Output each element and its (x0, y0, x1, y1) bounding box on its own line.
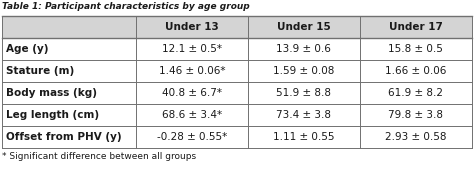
Text: 1.66 ± 0.06: 1.66 ± 0.06 (385, 66, 447, 76)
Text: 1.59 ± 0.08: 1.59 ± 0.08 (273, 66, 335, 76)
Text: Stature (m): Stature (m) (6, 66, 74, 76)
Text: 13.9 ± 0.6: 13.9 ± 0.6 (276, 44, 331, 54)
Text: 68.6 ± 3.4*: 68.6 ± 3.4* (162, 110, 222, 120)
Text: -0.28 ± 0.55*: -0.28 ± 0.55* (157, 132, 227, 142)
Text: 2.93 ± 0.58: 2.93 ± 0.58 (385, 132, 447, 142)
Text: 40.8 ± 6.7*: 40.8 ± 6.7* (162, 88, 222, 98)
Text: Offset from PHV (y): Offset from PHV (y) (6, 132, 122, 142)
Bar (2, 126, 472, 148)
Text: 12.1 ± 0.5*: 12.1 ± 0.5* (162, 44, 222, 54)
Bar (2, 38, 472, 60)
Bar (2, 60, 472, 82)
Text: 51.9 ± 8.8: 51.9 ± 8.8 (276, 88, 331, 98)
Text: 1.11 ± 0.55: 1.11 ± 0.55 (273, 132, 335, 142)
Text: Under 15: Under 15 (277, 22, 331, 32)
Bar (2, 82, 472, 104)
Text: Table 1: Participant characteristics by age group: Table 1: Participant characteristics by … (2, 2, 250, 11)
Text: Leg length (cm): Leg length (cm) (6, 110, 99, 120)
Text: 15.8 ± 0.5: 15.8 ± 0.5 (388, 44, 443, 54)
Text: * Significant difference between all groups: * Significant difference between all gro… (2, 152, 196, 161)
Text: Under 13: Under 13 (165, 22, 219, 32)
Bar (2, 16, 472, 38)
Text: 1.46 ± 0.06*: 1.46 ± 0.06* (159, 66, 225, 76)
Text: Age (y): Age (y) (6, 44, 48, 54)
Text: 79.8 ± 3.8: 79.8 ± 3.8 (388, 110, 443, 120)
Text: 73.4 ± 3.8: 73.4 ± 3.8 (276, 110, 331, 120)
Text: Under 17: Under 17 (389, 22, 443, 32)
Text: Body mass (kg): Body mass (kg) (6, 88, 97, 98)
Text: 61.9 ± 8.2: 61.9 ± 8.2 (388, 88, 443, 98)
Bar (2, 104, 472, 126)
